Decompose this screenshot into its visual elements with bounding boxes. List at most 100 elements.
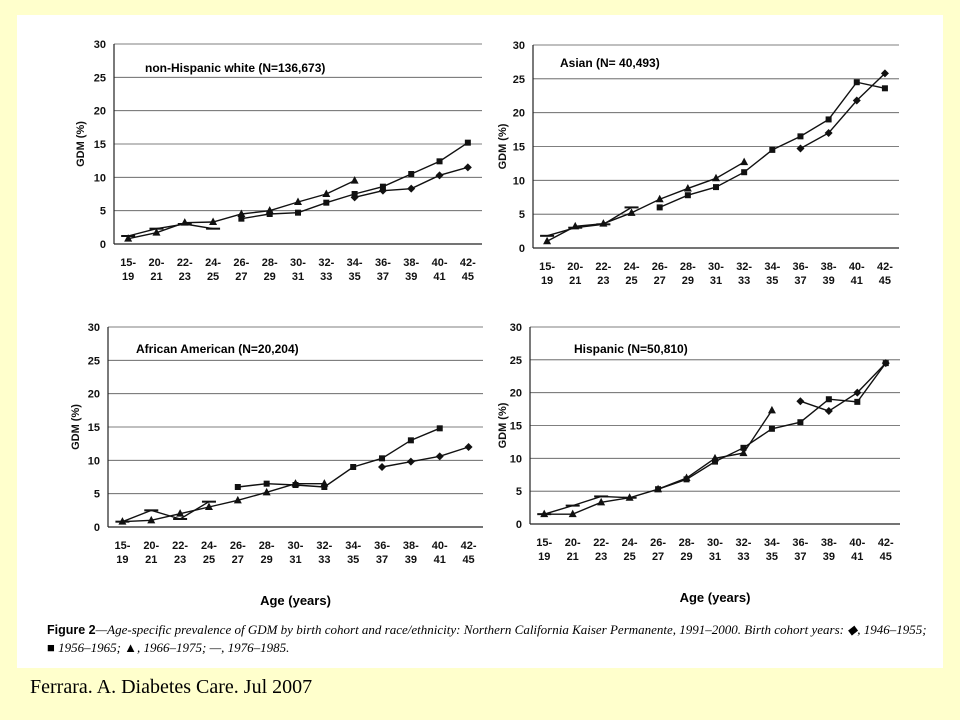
x-tick-label: 32- [318,257,334,269]
square-marker [323,199,330,206]
x-tick-label: 26- [652,261,668,273]
triangle-marker [655,194,664,203]
square-marker [768,425,775,432]
x-tick-label: 29 [680,551,692,563]
x-tick-label: 41 [433,271,445,283]
x-tick-label: 29 [264,271,276,283]
x-tick-label: 37 [377,271,389,283]
x-tick-label: 28- [262,257,278,269]
x-tick-label: 27 [654,275,666,287]
triangle-marker [265,206,274,214]
square-marker [741,169,748,176]
triangle-marker [152,228,161,236]
square-marker [713,184,719,191]
triangle-marker [204,502,213,510]
square-marker [321,484,328,490]
square-marker [825,396,832,403]
y-tick-label: 25 [513,74,525,86]
y-tick-label: 15 [94,139,106,151]
triangle-marker [237,209,246,217]
triangle-marker [209,217,218,225]
y-tick-label: 30 [510,322,522,334]
x-tick-label: 22- [177,257,193,269]
triangle-marker [124,234,133,242]
y-tick-label: 25 [94,72,106,84]
triangle-marker [712,173,720,182]
y-axis-label: GDM (%) [497,123,509,169]
series-line-triangle [122,482,325,523]
square-marker [853,79,860,86]
diamond-marker [852,96,861,105]
triangle-marker [294,197,302,205]
y-axis-label: GDM (%) [75,121,87,167]
square-marker [351,191,358,197]
triangle-marker [543,236,552,245]
x-tick-label: 31 [292,271,304,283]
x-tick-label: 24- [622,537,638,549]
x-tick-label: 27 [652,551,664,563]
x-tick-label: 45 [462,271,474,283]
x-tick-label: 25 [203,554,215,566]
y-axis-label: GDM (%) [497,402,509,448]
x-tick-label: 20- [565,537,581,549]
square-marker [854,398,861,405]
x-axis-label: Age (years) [680,590,751,605]
x-tick-label: 31 [289,554,301,566]
chart-panel-4: 0 5 10 15 20 25 30 15- 19 20- 21 22- 23 24- 25 26- 27 28-… [497,322,900,605]
x-tick-label: 30- [290,257,306,269]
diamond-marker [796,397,805,406]
square-marker [740,444,747,451]
x-tick-label: 19 [541,275,553,287]
triangle-marker [597,497,606,506]
series-line-dash [546,206,632,237]
caption-text: —Age-specific prevalence of GDM by birth… [47,622,927,655]
square-marker [350,464,357,470]
series-line-triangle [546,161,745,242]
x-tick-label: 33 [737,551,749,563]
y-tick-label: 5 [519,209,525,221]
y-tick-label: 10 [510,453,522,465]
square-marker [266,211,273,217]
x-tick-label: 35 [766,275,778,287]
x-tick-label: 24- [201,540,217,552]
x-tick-label: 23 [179,271,191,283]
x-tick-label: 28- [259,540,275,552]
square-marker [684,192,691,199]
x-tick-label: 29 [261,554,273,566]
x-tick-label: 38- [821,537,837,549]
series-line-diamond [381,446,469,468]
square-marker [408,171,415,177]
chart-panel-3: 0 5 10 15 20 25 30 15- 19 20- 21 22- 23 24- 25 26- 27 28-… [70,322,483,608]
x-tick-label: 21 [145,554,157,566]
x-tick-label: 23 [595,551,607,563]
x-tick-label: 37 [794,551,806,563]
x-tick-label: 32- [736,537,752,549]
square-marker [234,484,241,490]
x-tick-label: 45 [462,554,474,566]
x-tick-label: 40- [849,261,865,273]
series-line-square [237,427,440,488]
diamond-marker [464,443,473,451]
triangle-marker [568,509,577,518]
x-tick-label: 25 [207,271,219,283]
x-tick-label: 23 [174,554,186,566]
square-marker [881,85,888,92]
x-tick-label: 28- [680,261,696,273]
x-tick-label: 19 [116,554,128,566]
y-tick-label: 15 [510,421,522,433]
x-tick-label: 22- [595,261,611,273]
triangle-marker [322,189,331,197]
x-tick-label: 15- [120,257,136,269]
diamond-marker [796,144,805,153]
square-marker [436,425,443,432]
y-tick-label: 20 [88,389,100,401]
square-marker [464,139,471,146]
series-line-dash [544,495,630,515]
x-tick-label: 30- [707,537,723,549]
x-tick-label: 21 [567,551,579,563]
triangle-marker [682,473,691,482]
x-tick-label: 20- [567,261,583,273]
square-marker [295,209,301,216]
x-tick-label: 38- [821,261,837,273]
x-tick-label: 21 [150,271,162,283]
